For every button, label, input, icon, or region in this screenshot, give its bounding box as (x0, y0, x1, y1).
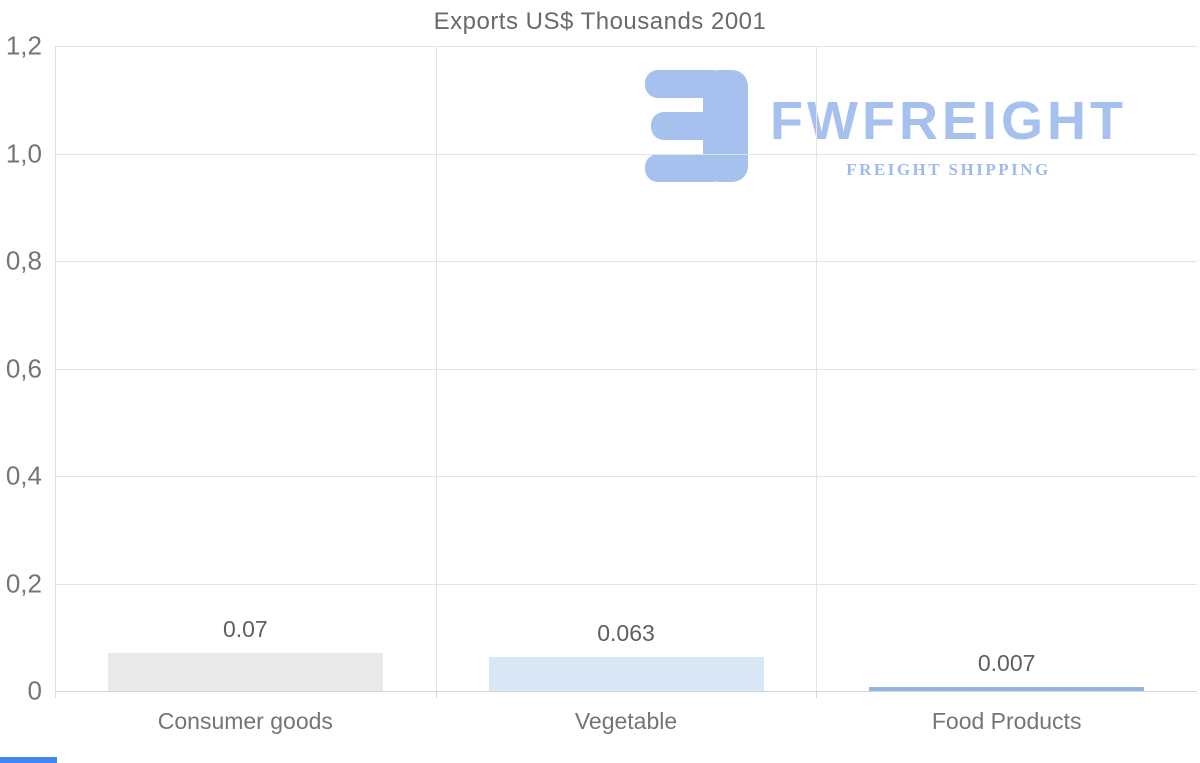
gridline-vertical (435, 46, 437, 691)
y-axis-tick-label: 0 (27, 675, 42, 706)
y-axis-line (55, 46, 56, 698)
bar-food-products[interactable] (869, 687, 1145, 691)
brand-tagline: FREIGHT SHIPPING (846, 160, 1051, 179)
x-axis-category-label: Consumer goods (157, 708, 333, 734)
gridline-vertical (816, 46, 818, 691)
gridline-horizontal (55, 261, 1197, 262)
brand-watermark: FWFREIGHT FREIGHT SHIPPING (645, 70, 1127, 182)
gridline-horizontal (55, 476, 1197, 477)
brand-name: FWFREIGHT (770, 91, 1127, 151)
gridline-horizontal (55, 368, 1197, 370)
x-axis-tick (816, 691, 818, 698)
brand-text-block: FWFREIGHT FREIGHT SHIPPING (770, 70, 1127, 180)
bar-value-label: 0.07 (222, 616, 268, 642)
y-axis-tick-label: 0,4 (5, 460, 42, 491)
gridline-horizontal (55, 583, 1197, 585)
y-axis-tick-label: 0,2 (5, 568, 42, 598)
fwfreight-logo-icon (645, 70, 748, 182)
gridline-horizontal (55, 153, 1197, 155)
bar-value-label: 0.007 (977, 650, 1036, 676)
chart-title: Exports US$ Thousands 2001 (433, 8, 767, 35)
x-axis-line (55, 691, 1197, 692)
bar-consumer-goods[interactable] (107, 653, 383, 691)
bar-value-label: 0.063 (597, 620, 655, 646)
x-axis-tick (435, 691, 437, 698)
y-axis-tick-label: 0,8 (5, 245, 42, 276)
bar-vegetable[interactable] (488, 657, 764, 691)
loading-bar (0, 757, 57, 763)
x-axis-category-label: Food Products (931, 708, 1082, 734)
y-axis-tick-label: 0,6 (5, 353, 42, 383)
x-axis-category-label: Vegetable (574, 708, 678, 734)
y-axis-tick-label: 1,2 (5, 30, 42, 61)
gridline-horizontal (55, 46, 1197, 47)
y-axis-tick-label: 1,0 (5, 138, 42, 168)
